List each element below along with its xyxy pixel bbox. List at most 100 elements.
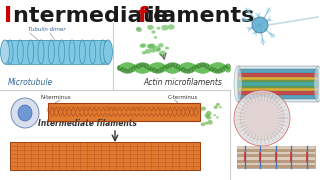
Circle shape	[147, 65, 151, 69]
Ellipse shape	[207, 120, 213, 125]
Circle shape	[168, 63, 172, 68]
Circle shape	[176, 64, 180, 69]
Ellipse shape	[151, 30, 156, 34]
Text: Intermediate filaments: Intermediate filaments	[38, 119, 137, 128]
Ellipse shape	[213, 114, 216, 116]
Ellipse shape	[216, 103, 220, 106]
Ellipse shape	[214, 105, 218, 109]
Bar	[237, 149, 315, 152]
Circle shape	[126, 63, 130, 67]
Circle shape	[134, 65, 138, 70]
Ellipse shape	[206, 115, 211, 120]
Bar	[238, 77, 318, 91]
Circle shape	[194, 67, 199, 71]
Circle shape	[165, 64, 170, 69]
Circle shape	[192, 65, 196, 69]
Circle shape	[134, 66, 138, 71]
Text: f: f	[138, 6, 148, 26]
Text: ilaments: ilaments	[146, 6, 254, 26]
Circle shape	[149, 65, 154, 69]
Ellipse shape	[314, 66, 320, 102]
Circle shape	[139, 63, 143, 67]
Circle shape	[205, 68, 209, 72]
Circle shape	[141, 69, 146, 73]
Circle shape	[197, 64, 201, 68]
Circle shape	[197, 68, 201, 72]
Circle shape	[215, 63, 220, 67]
Circle shape	[184, 69, 188, 73]
Circle shape	[178, 66, 183, 70]
Circle shape	[173, 63, 178, 68]
Circle shape	[160, 64, 164, 68]
Ellipse shape	[205, 122, 208, 125]
Circle shape	[240, 96, 284, 140]
Circle shape	[152, 64, 156, 68]
Text: C-terminus: C-terminus	[168, 95, 198, 100]
Circle shape	[157, 69, 162, 73]
Circle shape	[181, 68, 185, 72]
Circle shape	[189, 68, 193, 73]
Text: Tubulin dimer: Tubulin dimer	[28, 27, 66, 32]
Circle shape	[163, 66, 167, 70]
Ellipse shape	[157, 48, 161, 51]
Ellipse shape	[136, 27, 140, 30]
Ellipse shape	[201, 122, 205, 126]
Bar	[238, 73, 318, 95]
Circle shape	[176, 67, 180, 71]
Bar	[48, 103, 200, 121]
Circle shape	[205, 64, 209, 68]
Circle shape	[131, 67, 135, 71]
Ellipse shape	[136, 27, 142, 32]
Ellipse shape	[142, 51, 147, 55]
Circle shape	[192, 67, 196, 71]
Circle shape	[157, 63, 162, 68]
Ellipse shape	[11, 98, 39, 128]
Circle shape	[220, 67, 225, 72]
Ellipse shape	[159, 50, 166, 56]
Circle shape	[123, 68, 127, 73]
Circle shape	[155, 69, 159, 73]
Circle shape	[210, 67, 214, 71]
Circle shape	[123, 63, 127, 68]
Ellipse shape	[234, 66, 242, 102]
Bar	[48, 103, 200, 121]
Bar	[237, 165, 315, 168]
Ellipse shape	[147, 44, 153, 48]
Ellipse shape	[206, 111, 212, 116]
Ellipse shape	[145, 49, 151, 54]
Circle shape	[118, 66, 122, 70]
Circle shape	[189, 64, 193, 68]
Circle shape	[118, 66, 122, 70]
Ellipse shape	[158, 43, 164, 48]
Ellipse shape	[147, 25, 154, 30]
Ellipse shape	[204, 113, 210, 118]
Circle shape	[218, 63, 222, 68]
Circle shape	[165, 67, 170, 72]
Ellipse shape	[149, 44, 156, 48]
Ellipse shape	[216, 116, 219, 118]
Circle shape	[147, 66, 151, 71]
Ellipse shape	[1, 40, 10, 64]
Text: N-terminus: N-terminus	[40, 95, 71, 100]
Text: ntermediate: ntermediate	[13, 6, 176, 26]
Circle shape	[186, 69, 191, 73]
Circle shape	[149, 67, 154, 71]
Text: Microtubule: Microtubule	[8, 78, 53, 87]
Ellipse shape	[150, 48, 156, 53]
Circle shape	[220, 64, 225, 69]
Bar	[237, 160, 315, 163]
Bar	[238, 82, 318, 86]
Bar	[237, 163, 315, 165]
Circle shape	[128, 63, 133, 68]
Bar	[237, 154, 315, 157]
Circle shape	[186, 63, 191, 67]
Circle shape	[234, 90, 290, 146]
Bar	[237, 152, 315, 154]
Circle shape	[226, 64, 230, 69]
Ellipse shape	[156, 48, 161, 51]
Circle shape	[128, 68, 133, 73]
Circle shape	[126, 69, 130, 73]
Ellipse shape	[161, 25, 169, 30]
Circle shape	[136, 68, 140, 72]
Bar	[238, 80, 318, 88]
